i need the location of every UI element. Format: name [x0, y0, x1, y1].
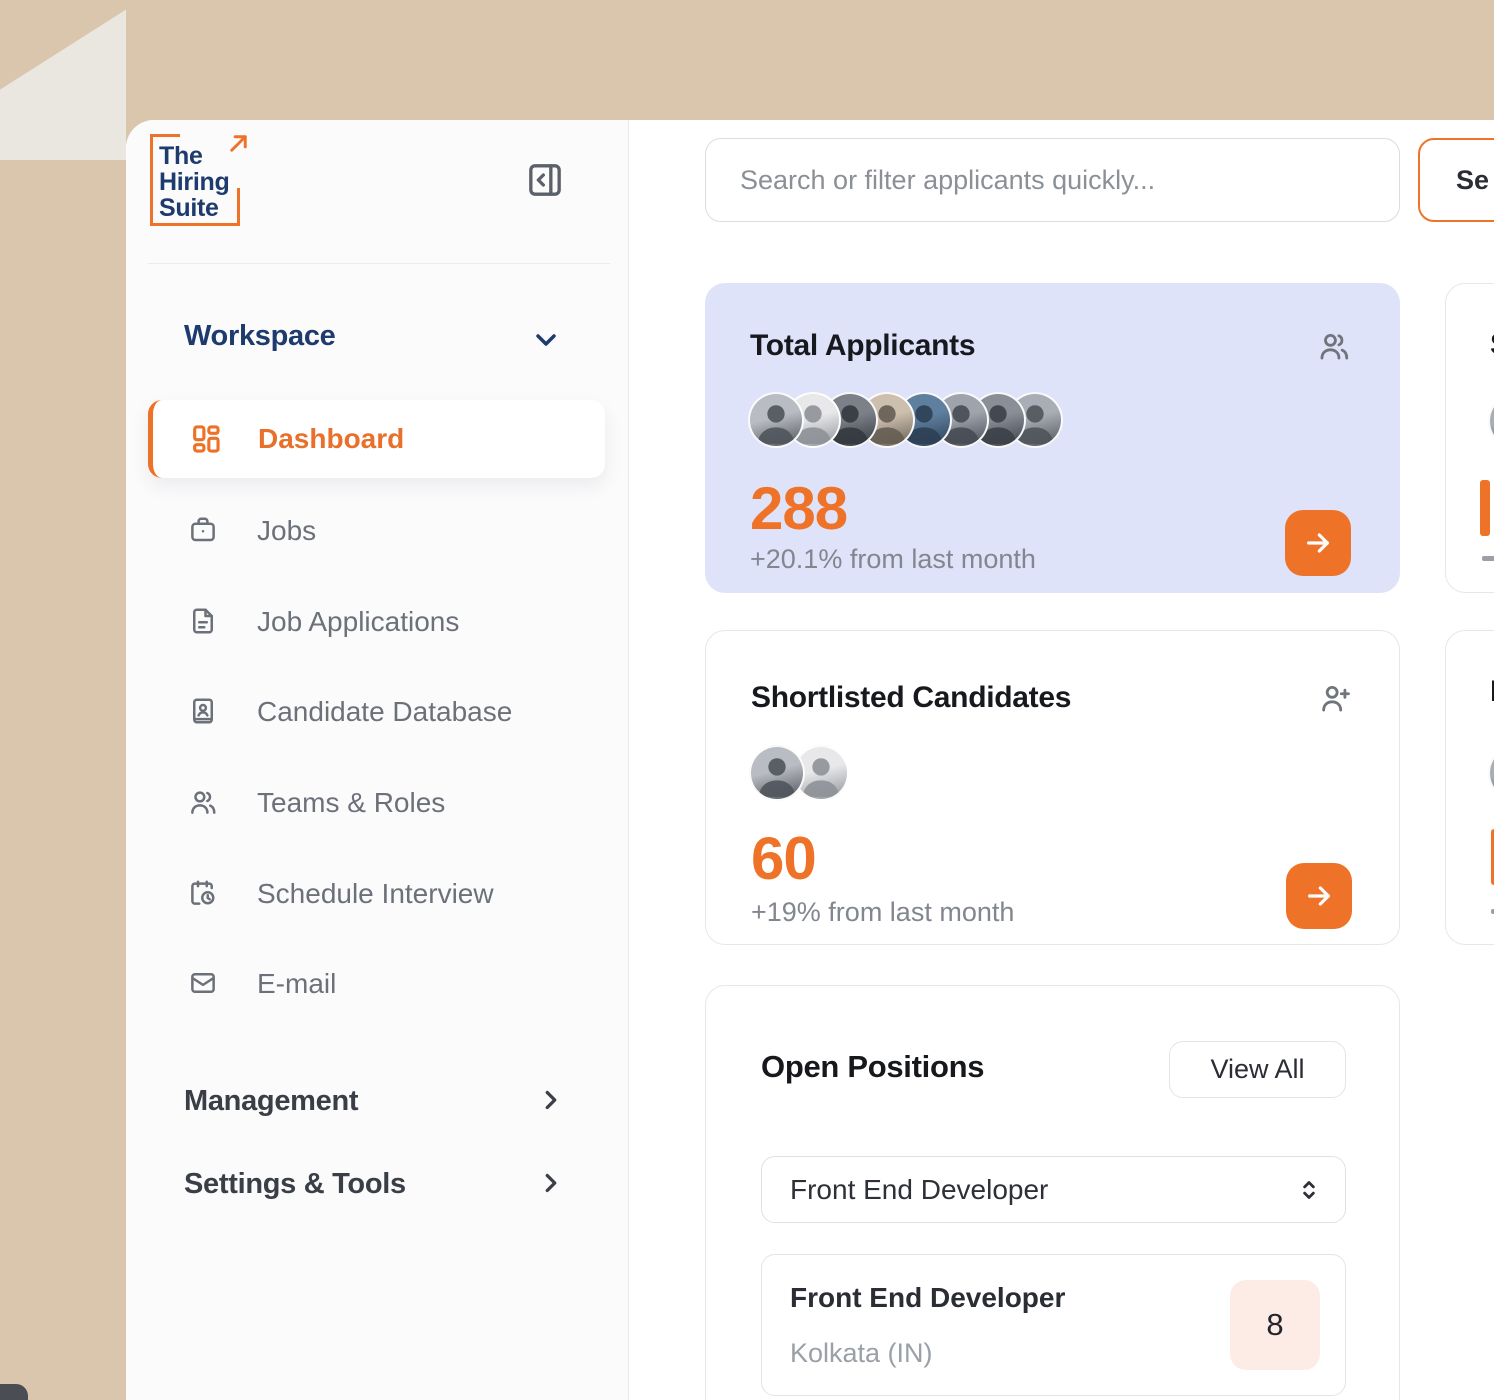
contact-book-icon: [188, 696, 218, 726]
brand-logo: The Hiring Suite: [150, 134, 247, 226]
applicant-avatar-group: [748, 392, 1063, 450]
calendar-clock-icon: [188, 878, 218, 908]
partial-avatar-group: [1488, 745, 1494, 803]
partial-stat-value-fragment: [1491, 829, 1494, 885]
workspace-section-header[interactable]: Workspace: [126, 316, 629, 362]
partial-delta-fragment: [1491, 909, 1494, 914]
mail-icon: [188, 968, 218, 998]
arrow-right-icon: [1302, 527, 1334, 559]
workspace-label: Workspace: [184, 320, 336, 352]
sidebar-item-label: Schedule Interview: [257, 878, 494, 909]
sidebar-item-jobs[interactable]: Jobs: [148, 502, 605, 558]
avatar: [1488, 393, 1494, 449]
sidebar-item-label: Teams & Roles: [257, 787, 446, 818]
logo-bracket: [150, 134, 153, 226]
sidebar-item-label: Job Applications: [257, 606, 460, 637]
position-listing-row[interactable]: Front End Developer Kolkata (IN) 8: [761, 1254, 1346, 1396]
divider: [148, 263, 610, 264]
app-window: The Hiring Suite Workspace Dashboard: [126, 120, 1494, 1400]
avatar: [749, 745, 805, 801]
sidebar-item-label: Jobs: [257, 515, 317, 546]
user-plus-icon: [1318, 681, 1352, 715]
position-location: Kolkata (IN): [790, 1338, 933, 1368]
sidebar-item-candidate-database[interactable]: Candidate Database: [148, 683, 605, 739]
search-button[interactable]: Se: [1418, 138, 1494, 222]
avatar: [748, 392, 804, 448]
total-applicants-delta: +20.1% from last month: [750, 544, 1036, 574]
view-all-button[interactable]: View All: [1169, 1041, 1346, 1098]
brand-name: The Hiring Suite: [159, 142, 230, 222]
card-title: Open Positions: [761, 1049, 985, 1084]
logo-bracket: [150, 134, 180, 137]
card-title-fragment: I: [1490, 675, 1494, 709]
group-label: Management: [184, 1085, 359, 1117]
sidebar: The Hiring Suite Workspace Dashboard: [126, 120, 629, 1400]
logo-bracket: [150, 223, 240, 226]
chevron-down-icon: [530, 324, 562, 356]
partial-delta-fragment: [1482, 556, 1494, 561]
briefcase-icon: [188, 515, 218, 545]
group-label: Settings & Tools: [184, 1168, 406, 1200]
partial-stat-value-fragment: [1480, 480, 1490, 536]
brand-line: Hiring: [159, 168, 230, 196]
chevrons-up-down-icon: [1294, 1175, 1324, 1205]
card-title: Shortlisted Candidates: [751, 681, 1072, 714]
sidebar-item-label: Candidate Database: [257, 696, 513, 727]
sidebar-group-settings-tools[interactable]: Settings & Tools: [126, 1156, 629, 1212]
brand-line: Suite: [159, 194, 219, 222]
position-role: Front End Developer: [790, 1282, 1066, 1313]
partial-avatar-group: [1488, 393, 1494, 451]
sidebar-item-email[interactable]: E-mail: [148, 955, 605, 1011]
openings-count-badge: 8: [1230, 1280, 1320, 1370]
logo-bracket: [237, 188, 240, 226]
backdrop-corner-shape: [0, 1384, 28, 1400]
shortlisted-delta: +19% from last month: [751, 897, 1015, 927]
sidebar-item-schedule-interview[interactable]: Schedule Interview: [148, 865, 605, 921]
total-applicants-detail-button[interactable]: [1285, 510, 1351, 576]
sidebar-item-label: Dashboard: [258, 423, 405, 454]
shortlisted-avatar-group: [749, 745, 849, 803]
avatar: [1488, 745, 1494, 801]
dashboard-icon: [189, 422, 223, 456]
arrow-up-right-icon: [225, 130, 252, 157]
users-icon: [188, 787, 218, 817]
brand-line: The: [159, 142, 203, 170]
shortlisted-detail-button[interactable]: [1286, 863, 1352, 929]
chevron-right-icon: [536, 1085, 566, 1115]
partial-stat-card: I: [1445, 630, 1494, 945]
shortlisted-candidates-card: Shortlisted Candidates 60 +19% from last…: [705, 630, 1400, 945]
shortlisted-value: 60: [751, 825, 817, 892]
arrow-right-icon: [1303, 880, 1335, 912]
sidebar-item-dashboard[interactable]: Dashboard: [148, 400, 605, 478]
file-text-icon: [188, 606, 218, 636]
sidebar-group-management[interactable]: Management: [126, 1073, 629, 1129]
sidebar-item-teams-roles[interactable]: Teams & Roles: [148, 774, 605, 830]
sidebar-item-job-applications[interactable]: Job Applications: [148, 593, 605, 649]
total-applicants-value: 288: [750, 475, 848, 542]
open-positions-card: Open Positions View All Front End Develo…: [705, 985, 1400, 1400]
chevron-right-icon: [536, 1168, 566, 1198]
card-title: Total Applicants: [750, 329, 976, 362]
card-title-fragment: S: [1490, 328, 1494, 362]
total-applicants-card: Total Applicants 288 +20.1% from last mo…: [705, 283, 1400, 593]
partial-stat-card: S: [1445, 283, 1494, 593]
position-filter-value: Front End Developer: [790, 1174, 1049, 1205]
sidebar-collapse-icon[interactable]: [525, 160, 565, 200]
search-input[interactable]: [705, 138, 1400, 222]
backdrop-wedge: [0, 9, 126, 160]
users-icon: [1317, 329, 1351, 363]
sidebar-item-label: E-mail: [257, 968, 337, 999]
position-filter-select[interactable]: Front End Developer: [761, 1156, 1346, 1223]
